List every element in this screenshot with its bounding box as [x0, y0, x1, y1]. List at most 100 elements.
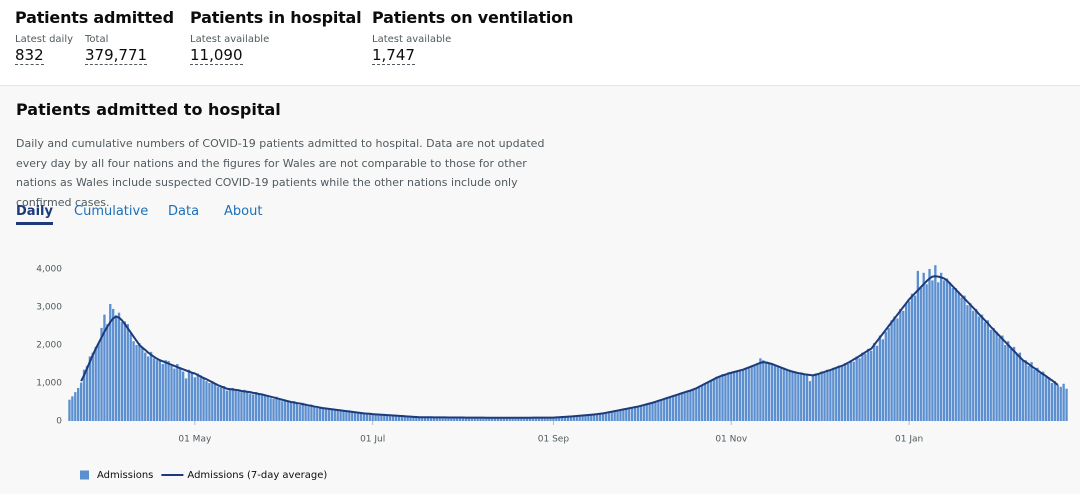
bar: [875, 345, 879, 421]
bar: [1004, 345, 1007, 421]
bar: [811, 374, 815, 421]
summary-title: Patients on ventilation: [372, 8, 574, 27]
metric: Total 379,771: [85, 34, 148, 65]
bar: [152, 358, 156, 421]
bar: [750, 365, 753, 421]
bar: [187, 369, 191, 421]
bar: [805, 373, 809, 421]
bar: [211, 381, 214, 421]
bar: [1065, 388, 1068, 421]
bar: [100, 327, 103, 421]
metric-value[interactable]: 832: [15, 46, 44, 65]
bar: [1042, 371, 1045, 421]
bar: [925, 284, 928, 421]
bar: [928, 269, 931, 421]
bar: [144, 352, 147, 421]
tab[interactable]: Cumulative: [74, 204, 149, 219]
bar: [208, 383, 211, 421]
bar: [671, 395, 675, 421]
bar: [1050, 383, 1054, 421]
summary-title: Patients admitted: [15, 8, 174, 27]
bar: [683, 391, 686, 421]
bar: [333, 409, 336, 421]
bar: [386, 415, 389, 421]
bar: [511, 417, 514, 421]
bar: [633, 406, 637, 421]
bar: [832, 367, 835, 421]
bar: [339, 409, 342, 421]
bar: [112, 308, 115, 421]
tab[interactable]: About: [224, 204, 263, 219]
bar: [572, 416, 575, 421]
bar: [668, 397, 672, 421]
bar: [552, 417, 555, 421]
bar: [482, 417, 485, 421]
bar: [120, 322, 124, 421]
bar: [727, 372, 730, 421]
metric-label: Latest available: [372, 34, 452, 45]
tab[interactable]: Data: [168, 204, 200, 219]
bar: [435, 417, 438, 421]
bar: [234, 390, 237, 421]
bar: [1007, 341, 1010, 421]
bar: [625, 409, 628, 421]
bar: [995, 331, 998, 421]
bar: [161, 364, 164, 421]
bar: [77, 387, 80, 421]
bar: [587, 415, 590, 421]
bar: [193, 377, 196, 421]
y-tick-label: 2,000: [36, 341, 62, 351]
bar: [797, 374, 800, 421]
bar: [450, 417, 453, 421]
bar: [674, 395, 678, 421]
tab[interactable]: Daily: [16, 204, 53, 225]
bar: [561, 416, 564, 421]
bar: [313, 407, 316, 421]
bar: [730, 373, 733, 421]
summary-group: Patients in hospital Latest available 11…: [190, 8, 362, 65]
bar: [359, 413, 363, 421]
bar: [555, 417, 558, 421]
metric-label: Total: [85, 34, 109, 45]
bar: [867, 348, 870, 421]
bar: [365, 413, 368, 421]
bar: [1059, 386, 1062, 421]
bar: [630, 407, 634, 421]
bar: [636, 406, 640, 421]
bar: [663, 399, 666, 421]
bar: [467, 417, 471, 421]
metric-value[interactable]: 379,771: [85, 46, 148, 65]
metric-value[interactable]: 11,090: [190, 46, 243, 65]
bar: [826, 369, 829, 421]
bar: [913, 295, 917, 421]
bar: [176, 364, 179, 421]
metric-value[interactable]: 1,747: [372, 46, 415, 65]
bar: [759, 358, 762, 421]
bar: [1021, 360, 1024, 421]
bar: [138, 343, 141, 421]
bar: [321, 408, 325, 421]
bar: [937, 282, 940, 421]
metric-label: Latest available: [190, 34, 270, 45]
bar: [117, 312, 121, 421]
bar: [724, 375, 727, 421]
bar: [228, 389, 231, 421]
bar: [610, 411, 613, 421]
bar: [94, 346, 97, 421]
bar: [421, 417, 424, 421]
bar: [642, 404, 645, 421]
bar: [756, 362, 759, 421]
bar: [88, 356, 92, 421]
bar: [126, 324, 129, 421]
bar: [992, 327, 995, 421]
bar: [817, 374, 820, 421]
bar: [464, 417, 468, 421]
bar: [563, 416, 567, 421]
metric: Latest available 1,747: [372, 34, 451, 65]
bar: [170, 365, 173, 421]
bar: [356, 411, 360, 421]
bar: [1001, 335, 1004, 421]
bar: [1027, 365, 1030, 421]
bar: [905, 303, 908, 421]
bar: [986, 320, 989, 421]
